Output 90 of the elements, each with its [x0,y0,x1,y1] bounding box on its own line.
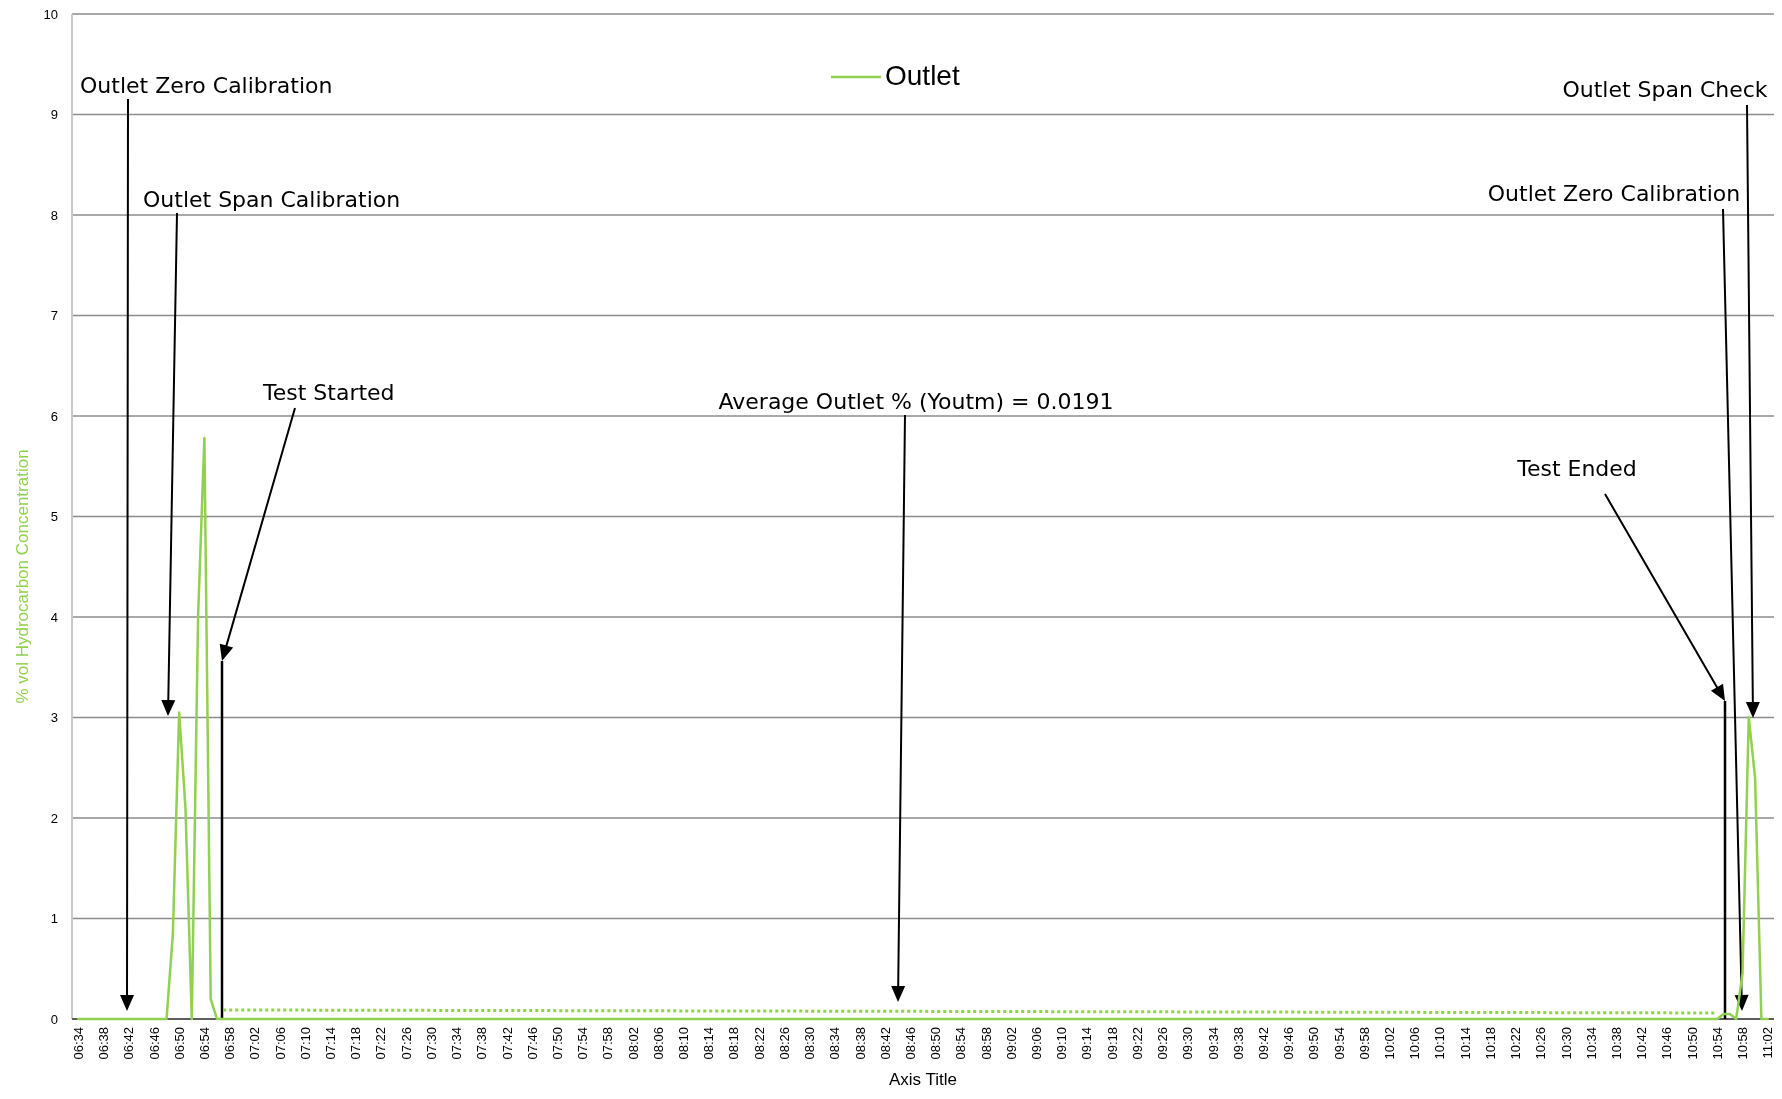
x-tick-label: 11:02 [1760,1027,1776,1059]
x-tick-label: 08:18 [726,1027,742,1060]
x-tick-label: 09:22 [1129,1027,1145,1060]
annotation: Outlet Zero Calibration [1487,181,1741,206]
y-tick-label: 10 [43,6,58,22]
line-series [77,436,1769,1021]
x-tick-label: 10:30 [1558,1027,1574,1060]
x-tick-label: 10:22 [1508,1027,1524,1060]
x-tick-label: 09:14 [1079,1027,1095,1060]
x-tick-label: 07:42 [499,1027,515,1060]
y-tick-label: 0 [50,1011,58,1027]
x-tick-label: 08:10 [676,1027,692,1060]
x-tick-label: 10:34 [1583,1027,1599,1060]
annotation: Outlet Span Check [1562,77,1768,102]
x-tick-label: 10:26 [1533,1027,1549,1060]
x-tick-label: 07:02 [247,1027,263,1060]
y-tick-label: 1 [50,911,58,927]
x-tick-label: 09:46 [1281,1027,1297,1060]
x-tick-label: 07:58 [600,1027,616,1060]
x-tick-label: 08:58 [978,1027,994,1060]
x-tick-label: 08:34 [827,1027,843,1060]
x-tick-label: 08:22 [751,1027,767,1060]
x-tick-label: 07:46 [524,1027,540,1060]
annotation: Test Started [262,380,395,405]
x-tick-label: 08:42 [877,1027,893,1060]
x-tick-label: 07:38 [474,1027,490,1060]
annotation: Outlet Span Calibration [143,187,401,212]
x-tick-label: 10:50 [1684,1027,1700,1060]
x-tick-label: 09:34 [1205,1027,1221,1060]
x-tick-label: 09:26 [1155,1027,1171,1060]
y-tick-label: 8 [50,207,58,223]
x-tick-label: 06:42 [121,1027,137,1060]
x-tick-label: 06:34 [70,1027,86,1060]
x-tick-label: 07:22 [373,1027,389,1060]
x-tick-label: 10:02 [1382,1027,1398,1060]
x-tick-label: 08:54 [953,1027,969,1060]
x-tick-label: 08:02 [625,1027,641,1060]
x-tick-label: 10:06 [1407,1027,1423,1060]
y-axis-title: % vol Hydrocarbon Concentration [13,449,32,704]
y-tick-label: 7 [50,308,58,324]
y-tick-label: 2 [50,810,58,826]
x-tick-label: 08:06 [650,1027,666,1060]
x-tick-label: 09:30 [1180,1027,1196,1060]
x-tick-label: 06:38 [96,1027,112,1060]
legend-label: Outlet [885,60,960,91]
x-tick-label: 09:10 [1054,1027,1070,1060]
x-tick-label: 10:54 [1709,1027,1725,1060]
x-tick-label: 08:14 [701,1027,717,1060]
x-tick-label: 10:58 [1735,1027,1751,1060]
annotation: Outlet Zero Calibration [80,73,333,98]
y-tick-label: 6 [50,408,58,424]
x-axis-title: Axis Title [888,1070,958,1089]
x-tick-label: 09:42 [1255,1027,1271,1060]
x-tick-label: 06:58 [222,1027,238,1060]
annotation: Test Ended [1516,456,1637,481]
x-tick-label: 10:18 [1482,1027,1498,1060]
x-tick-label: 07:06 [272,1027,288,1060]
x-tick-label: 09:50 [1306,1027,1322,1060]
x-tick-label: 09:54 [1331,1027,1347,1060]
x-tick-label: 09:18 [1104,1027,1120,1060]
x-tick-label: 09:38 [1230,1027,1246,1060]
x-tick-label: 07:30 [423,1027,439,1060]
x-tick-label: 08:26 [776,1027,792,1060]
y-tick-label: 4 [50,609,58,625]
x-tick-label: 07:18 [348,1027,364,1060]
x-tick-label: 09:58 [1356,1027,1372,1060]
x-tick-label: 06:46 [146,1027,162,1060]
x-tick-label: 10:10 [1432,1027,1448,1060]
x-tick-label: 06:54 [196,1027,212,1060]
y-tick-label: 3 [50,710,58,726]
x-tick-label: 10:14 [1457,1027,1473,1060]
x-tick-label: 07:34 [449,1027,465,1060]
x-tick-label: 07:54 [575,1027,591,1060]
x-tick-label: 10:46 [1659,1027,1675,1060]
x-tick-label: 10:38 [1608,1027,1624,1060]
y-tick-label: 5 [50,509,58,525]
x-tick-label: 07:26 [398,1027,414,1060]
annotation: Average Outlet % (Youtm) = 0.0191 [718,389,1114,414]
x-tick-label: 07:50 [549,1027,565,1060]
x-tick-label: 07:10 [297,1027,313,1060]
x-tick-label: 09:02 [1003,1027,1019,1060]
x-tick-label: 08:38 [852,1027,868,1060]
x-tick-label: 06:50 [171,1027,187,1060]
x-tick-label: 07:14 [322,1027,338,1060]
x-tick-label: 10:42 [1634,1027,1650,1060]
x-tick-label: 08:30 [802,1027,818,1060]
x-tick-label: 09:06 [1029,1027,1045,1060]
y-tick-label: 9 [50,107,58,123]
x-tick-label: 08:46 [902,1027,918,1060]
x-tick-label: 08:50 [928,1027,944,1060]
